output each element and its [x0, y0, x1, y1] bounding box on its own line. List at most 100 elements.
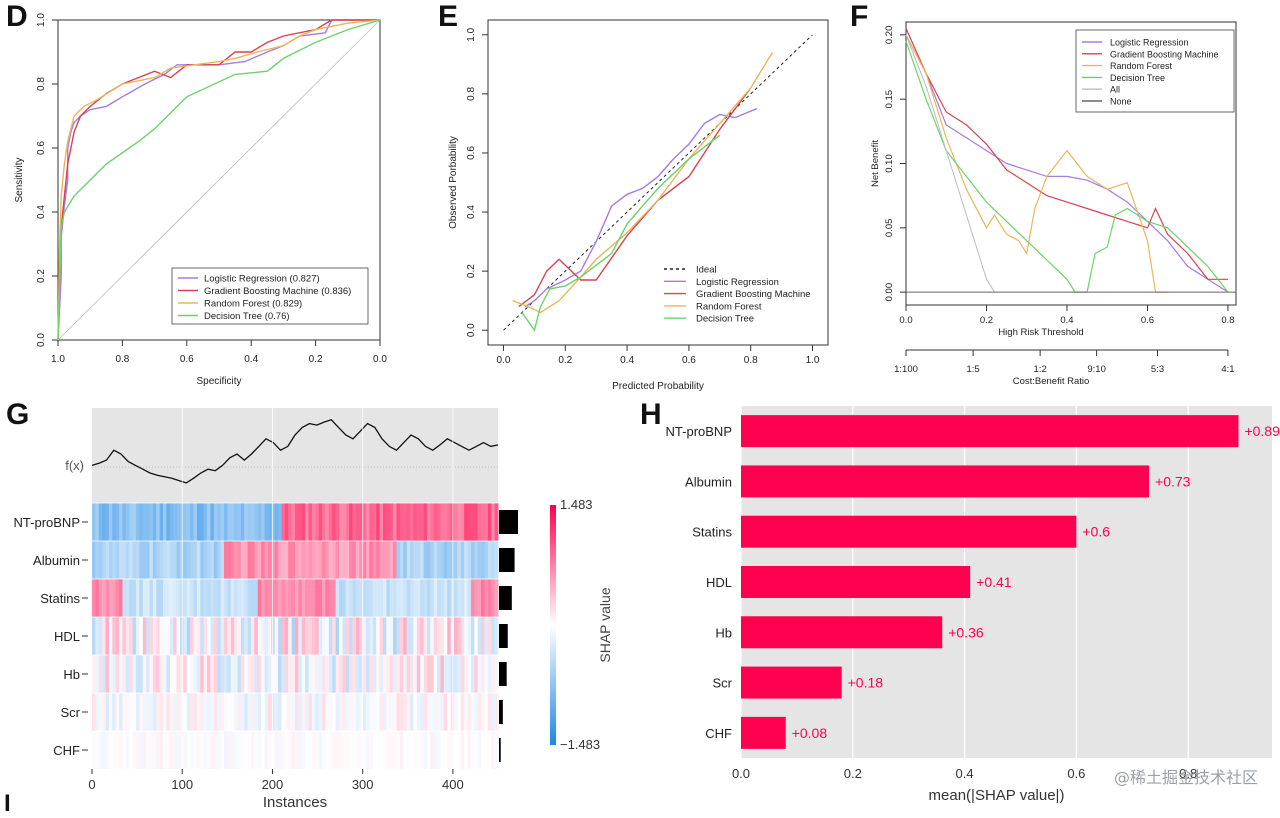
- roc-series-gradient-boosting-machine: [57, 19, 380, 341]
- heatmap-cell: [413, 655, 418, 693]
- heatmap-feature-label: Albumin: [33, 553, 80, 568]
- heatmap-cell: [234, 617, 238, 655]
- heatmap-importance-bar: [499, 662, 507, 686]
- heatmap-cell: [413, 503, 418, 541]
- heatmap-cell: [318, 655, 323, 693]
- heatmap-cell: [247, 655, 252, 693]
- heatmap-cell: [342, 503, 347, 541]
- heatmap-cell: [389, 503, 394, 541]
- heatmap-cell: [396, 579, 401, 617]
- shap-bar-feature-label: Scr: [713, 676, 733, 691]
- heatmap-cell: [440, 693, 445, 731]
- heatmap-cell: [389, 655, 394, 693]
- heatmap-cell: [176, 579, 181, 617]
- heatmap-cell: [254, 579, 259, 617]
- heatmap-cell: [139, 693, 144, 731]
- heatmap-cell: [470, 579, 475, 617]
- heatmap-cell: [342, 693, 347, 731]
- fx-label: f(x): [65, 458, 84, 473]
- heatmap-cell: [139, 579, 144, 617]
- heatmap-cell: [159, 503, 164, 541]
- heatmap-feature-label: CHF: [53, 743, 80, 758]
- heatmap-cell: [403, 503, 408, 541]
- heatmap-cell: [271, 693, 276, 731]
- heatmap-cell: [315, 731, 320, 769]
- heatmap-cell: [369, 617, 374, 655]
- heatmap-cell: [267, 617, 272, 655]
- heatmap-cell: [382, 617, 387, 655]
- heatmap-cell: [261, 617, 265, 655]
- heatmap-cell: [237, 731, 242, 769]
- heatmap-cell: [142, 655, 147, 693]
- heatmap-cell: [470, 693, 475, 731]
- dca-ytick-label: 0.00: [884, 283, 895, 302]
- heatmap-cell: [173, 693, 177, 731]
- heatmap-cell: [325, 655, 330, 693]
- shap-bar: [741, 716, 786, 749]
- heatmap-cell: [207, 731, 211, 769]
- heatmap-cell: [332, 731, 336, 769]
- heatmap-cell: [433, 731, 438, 769]
- roc-ytick-label: 0.0: [36, 333, 47, 347]
- heatmap-cell: [196, 731, 201, 769]
- heatmap-cell: [244, 579, 249, 617]
- heatmap-cell: [152, 617, 157, 655]
- heatmap-cell: [183, 579, 188, 617]
- heatmap-cell: [230, 731, 235, 769]
- heatmap-cell: [426, 617, 431, 655]
- shap-bar-value-label: +0.89: [1244, 423, 1280, 439]
- heatmap-feature-label: HDL: [54, 629, 80, 644]
- heatmap-cell: [470, 655, 475, 693]
- heatmap-cell: [149, 655, 154, 693]
- heatmap-cell: [311, 731, 316, 769]
- heatmap-cell: [234, 731, 238, 769]
- heatmap-cell: [217, 693, 221, 731]
- bar-xtick-label: 0.4: [956, 766, 974, 781]
- heatmap-cell: [240, 503, 245, 541]
- dca-legend-label: Random Forest: [1110, 61, 1173, 71]
- heatmap-cell: [125, 541, 130, 579]
- roc-chart: 1.0 0.8 0.6 0.4 0.2 0.0 0.0 0.2 0.4 0.6 0.8 1.0 Spec…: [14, 13, 387, 387]
- heatmap-cell: [393, 655, 397, 693]
- cal-xtick-label: 0.0: [497, 355, 511, 366]
- heatmap-cell: [443, 617, 448, 655]
- dca-legend-label: None: [1110, 97, 1132, 107]
- heatmap-cell: [95, 579, 100, 617]
- panel-label-d: D: [6, 0, 28, 33]
- heatmap-cell: [254, 731, 259, 769]
- heatmap-cell: [322, 655, 326, 693]
- heatmap-cell: [108, 693, 113, 731]
- heatmap-cell: [227, 579, 232, 617]
- heatmap-cell: [437, 617, 441, 655]
- heatmap-cell: [193, 617, 198, 655]
- heatmap-cell: [200, 503, 205, 541]
- heatmap-cell: [203, 541, 208, 579]
- heatmap-cell: [396, 541, 401, 579]
- heatmap-cell: [403, 541, 408, 579]
- watermark: @稀土掘金技术社区: [1113, 768, 1258, 787]
- heatmap-cell: [295, 503, 299, 541]
- heatmap-cell: [240, 693, 245, 731]
- heatmap-cell: [223, 655, 228, 693]
- heatmap-cell: [176, 693, 181, 731]
- heatmap-cell: [139, 541, 144, 579]
- heatmap-cell: [254, 655, 259, 693]
- heatmap-cell: [207, 655, 211, 693]
- heatmap-cell: [420, 503, 424, 541]
- heatmap-cell: [132, 693, 137, 731]
- heatmap-cell: [494, 579, 499, 617]
- cal-legend-label: Gradient Boosting Machine: [696, 289, 811, 300]
- heatmap-cell: [98, 731, 103, 769]
- cal-series-random-forest: [512, 52, 773, 314]
- heatmap-cell: [152, 693, 157, 731]
- heatmap-cell: [416, 731, 421, 769]
- heatmap-cell: [426, 503, 431, 541]
- heatmap-cell: [271, 503, 276, 541]
- heatmap-cell: [166, 617, 171, 655]
- heatmap-cell: [352, 503, 357, 541]
- heatmap-cell: [308, 503, 313, 541]
- heatmap-cell: [396, 693, 401, 731]
- heatmap-cell: [454, 541, 458, 579]
- heatmap-cell: [132, 503, 137, 541]
- heatmap-cell: [135, 655, 140, 693]
